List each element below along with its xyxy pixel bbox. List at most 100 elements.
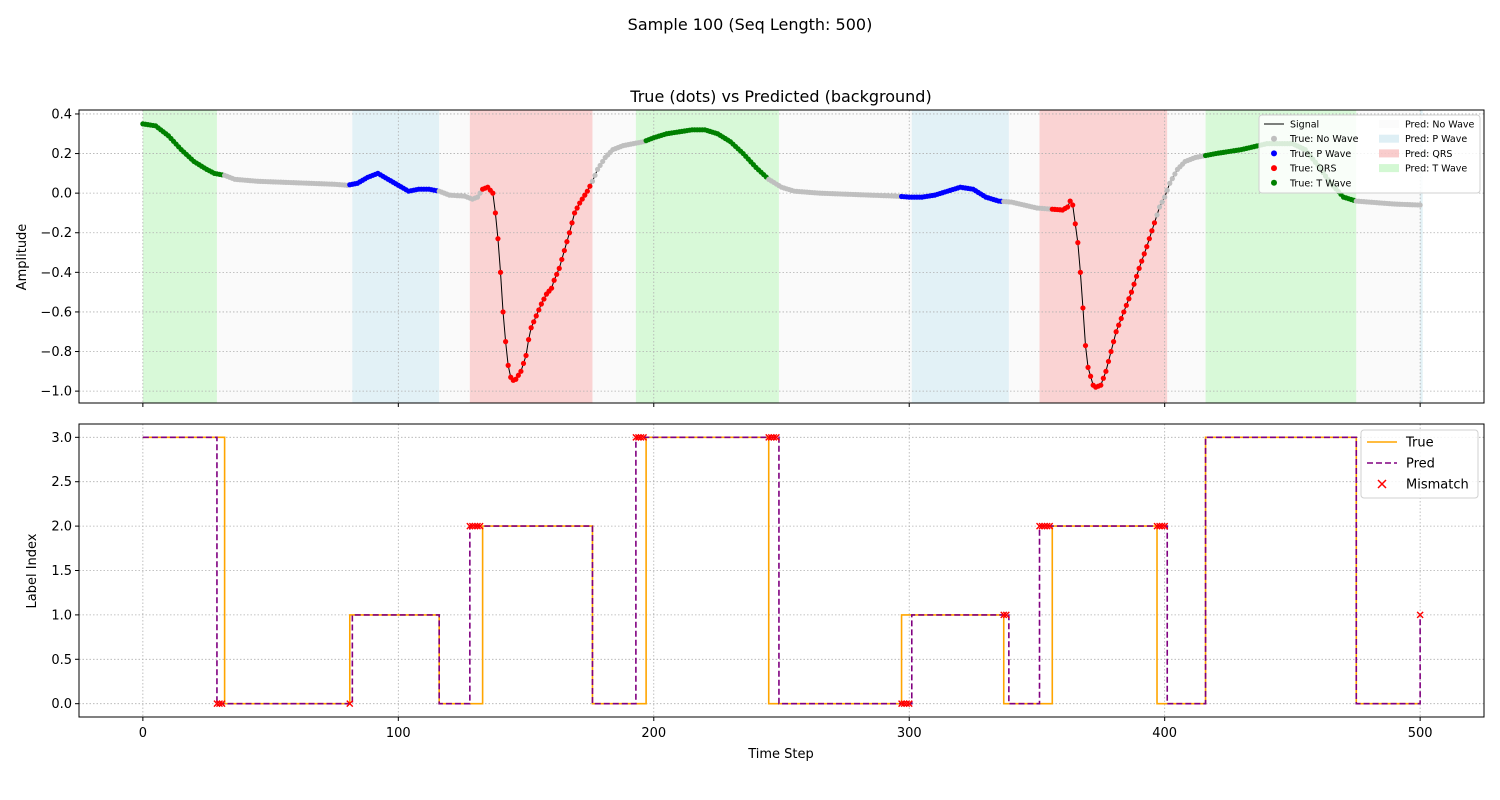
- top-y-axis-ticks: −1.0 −0.8 −0.6 −0.4 −0.2 0.0 0.2 0.4: [40, 107, 79, 400]
- top-legend: Signal True: No Wave True: P Wave True: QRS…: [1258, 114, 1481, 194]
- true-label-dot: [1131, 281, 1137, 287]
- true-label-dot: [592, 172, 598, 178]
- mismatch-marker: [637, 433, 645, 441]
- mismatch-marker: [1158, 522, 1166, 530]
- legend-label: Pred: P Wave: [1405, 134, 1467, 145]
- legend-label: True: [1405, 436, 1434, 451]
- true-label-dot: [1417, 202, 1423, 208]
- true-label-dot: [579, 196, 585, 202]
- true-label-dot: [1116, 322, 1122, 328]
- mismatch-marker: [900, 700, 908, 708]
- true-label-dot: [548, 285, 555, 291]
- true-label-dot: [497, 269, 504, 275]
- true-label-dot: [500, 309, 506, 315]
- mismatch-marker: [634, 433, 642, 441]
- mismatch-marker: [1000, 611, 1008, 619]
- top-x-axis-ticks: [142, 403, 1421, 407]
- bottom-y-axis-label: Label Index: [25, 533, 40, 608]
- legend-label: True: T Wave: [1289, 178, 1351, 189]
- bottom-y-tick-label: 3.0: [51, 431, 72, 446]
- true-label-dot: [515, 372, 521, 378]
- bottom-y-tick-label: 0.5: [51, 653, 72, 668]
- true-label-dot: [1141, 251, 1147, 257]
- bottom-legend-box: [1360, 429, 1479, 499]
- true-label-dot: [1070, 202, 1076, 208]
- true-label-dot: [1133, 273, 1140, 279]
- legend-dot-swatch: [1271, 150, 1277, 157]
- top-y-tick-label: 0.4: [51, 107, 72, 122]
- true-label-dot: [564, 239, 570, 245]
- bottom-x-axis-label: Time Step: [747, 747, 814, 762]
- legend-label: True: No Wave: [1289, 134, 1359, 145]
- mismatch-marker: [1043, 522, 1051, 530]
- true-label-dot: [1082, 342, 1089, 349]
- bottom-y-tick-label: 0.0: [51, 697, 72, 712]
- pred-region-4: [469, 110, 593, 403]
- pred-region-10: [1039, 110, 1168, 403]
- true-label-dot: [1118, 315, 1124, 322]
- top-signal-plot: [140, 121, 1423, 390]
- mismatch-marker: [767, 433, 775, 441]
- bottom-y-tick-label: 2.0: [51, 520, 72, 535]
- pred-region-3: [439, 110, 470, 403]
- true-label-dot: [538, 301, 544, 307]
- top-y-tick-label: −0.6: [40, 305, 72, 320]
- true-label-dot: [571, 210, 578, 216]
- pred-region-7: [778, 110, 912, 403]
- pred-region-2: [352, 110, 440, 403]
- true-label-dot: [589, 178, 596, 184]
- true-label-dot: [495, 236, 501, 242]
- true-label-dot: [1077, 269, 1083, 275]
- mismatch-marker: [1416, 611, 1424, 619]
- true-label-dot: [1156, 204, 1163, 210]
- bottom-x-tick-label: 0: [139, 726, 147, 741]
- mismatch-marker: [346, 700, 354, 708]
- mismatch-marker: [1046, 522, 1054, 530]
- pred-region-5: [592, 110, 636, 403]
- legend-patch-swatch: [1379, 134, 1399, 143]
- true-label-dot: [1146, 236, 1152, 242]
- true-label-line: [142, 436, 1421, 705]
- true-label-dot: [554, 271, 560, 277]
- legend-patch-swatch: [1379, 120, 1399, 128]
- true-label-dot: [523, 352, 529, 359]
- top-y-tick-label: −0.4: [40, 266, 72, 281]
- top-chart-title: True (dots) vs Predicted (background): [629, 87, 931, 106]
- true-label-dot: [503, 339, 509, 345]
- true-label-dot: [477, 190, 483, 196]
- true-label-dot: [474, 194, 481, 200]
- top-y-tick-label: −1.0: [40, 385, 72, 400]
- legend-mismatch-swatch: [1377, 479, 1387, 489]
- pred-region-9: [1008, 110, 1040, 403]
- true-label-dot: [597, 162, 603, 169]
- true-label-dot: [1159, 199, 1165, 205]
- legend-dot-swatch: [1271, 179, 1277, 186]
- true-label-dot: [518, 368, 524, 374]
- legend-label: Pred: [1406, 457, 1435, 472]
- pred-region-14: [1420, 110, 1423, 403]
- legend-label: True: P Wave: [1289, 149, 1351, 160]
- bottom-y-tick-label: 2.5: [51, 475, 72, 490]
- pred-region-0: [142, 110, 217, 403]
- true-label-dot: [1128, 289, 1135, 295]
- mismatch-marker: [898, 700, 906, 708]
- bottom-y-axis-ticks: 0.0 0.5 1.0 1.5 2.0 2.5 3.0: [51, 431, 79, 712]
- top-y-tick-label: −0.8: [40, 345, 72, 360]
- true-label-dot: [492, 210, 498, 216]
- mismatch-marker: [772, 433, 780, 441]
- mismatch-marker: [1156, 522, 1164, 530]
- mismatch-marker: [1153, 522, 1161, 530]
- legend-dot-swatch: [1271, 135, 1277, 142]
- true-label-dot: [1151, 220, 1158, 226]
- mismatch-marker: [471, 522, 479, 530]
- mismatch-marker: [765, 433, 773, 441]
- true-label-dot: [1121, 309, 1127, 315]
- true-label-dot: [1136, 265, 1142, 271]
- true-label-dot: [528, 325, 534, 331]
- true-label-dot: [1126, 296, 1132, 302]
- mismatch-marker: [218, 700, 226, 708]
- mismatch-marker: [216, 700, 223, 708]
- top-y-tick-label: 0.0: [51, 187, 72, 202]
- bottom-gridlines: [79, 424, 1484, 717]
- true-label-dot: [533, 313, 539, 319]
